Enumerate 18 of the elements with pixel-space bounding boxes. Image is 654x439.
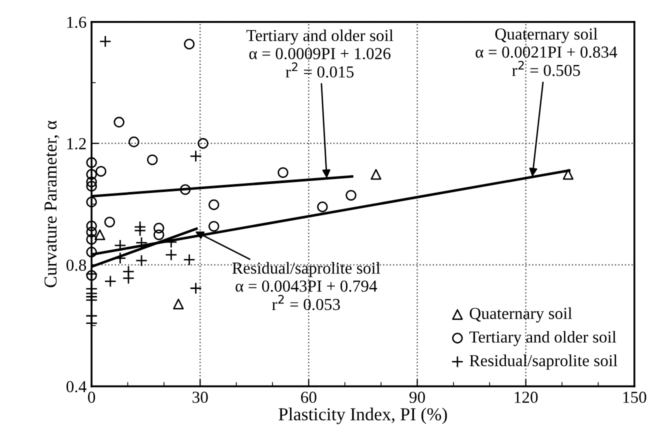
annotation: Quaternary soil α = 0.0021PI + 0.834 r$^{2}$ = 0.505: [476, 28, 618, 76]
x-tick-label: 30: [192, 392, 208, 403]
y-tick-label: 0.8: [66, 260, 86, 271]
x-tick-label: 150: [623, 392, 646, 403]
y-tick-label: 1.6: [67, 16, 86, 28]
legend-label: Tertiary and older soil: [469, 330, 616, 346]
x-tick-label: 90: [409, 392, 425, 403]
x-tick-label: 0: [88, 392, 96, 403]
y-tick-label: 1.2: [67, 138, 86, 150]
x-tick-label: 120: [514, 392, 538, 403]
y-tick-label: 0.4: [66, 381, 86, 392]
x-tick-label: 60: [301, 392, 316, 403]
y-axis-title: Curvature Parameter, α: [44, 120, 60, 288]
x-axis-title: Plasticity Index, PI (%): [278, 408, 447, 424]
legend-label: Quaternary soil: [470, 307, 572, 323]
legend-label: Residual/saprolite soil: [470, 354, 618, 370]
annotation: Residual/saprolite soil α = 0.0043PI + 0.794 r$^{2}$ = 0.053: [232, 262, 380, 310]
annotation: Tertiary and older soil α = 0.0009PI + 1.026 r$^{2}$ = 0.015: [246, 29, 394, 78]
